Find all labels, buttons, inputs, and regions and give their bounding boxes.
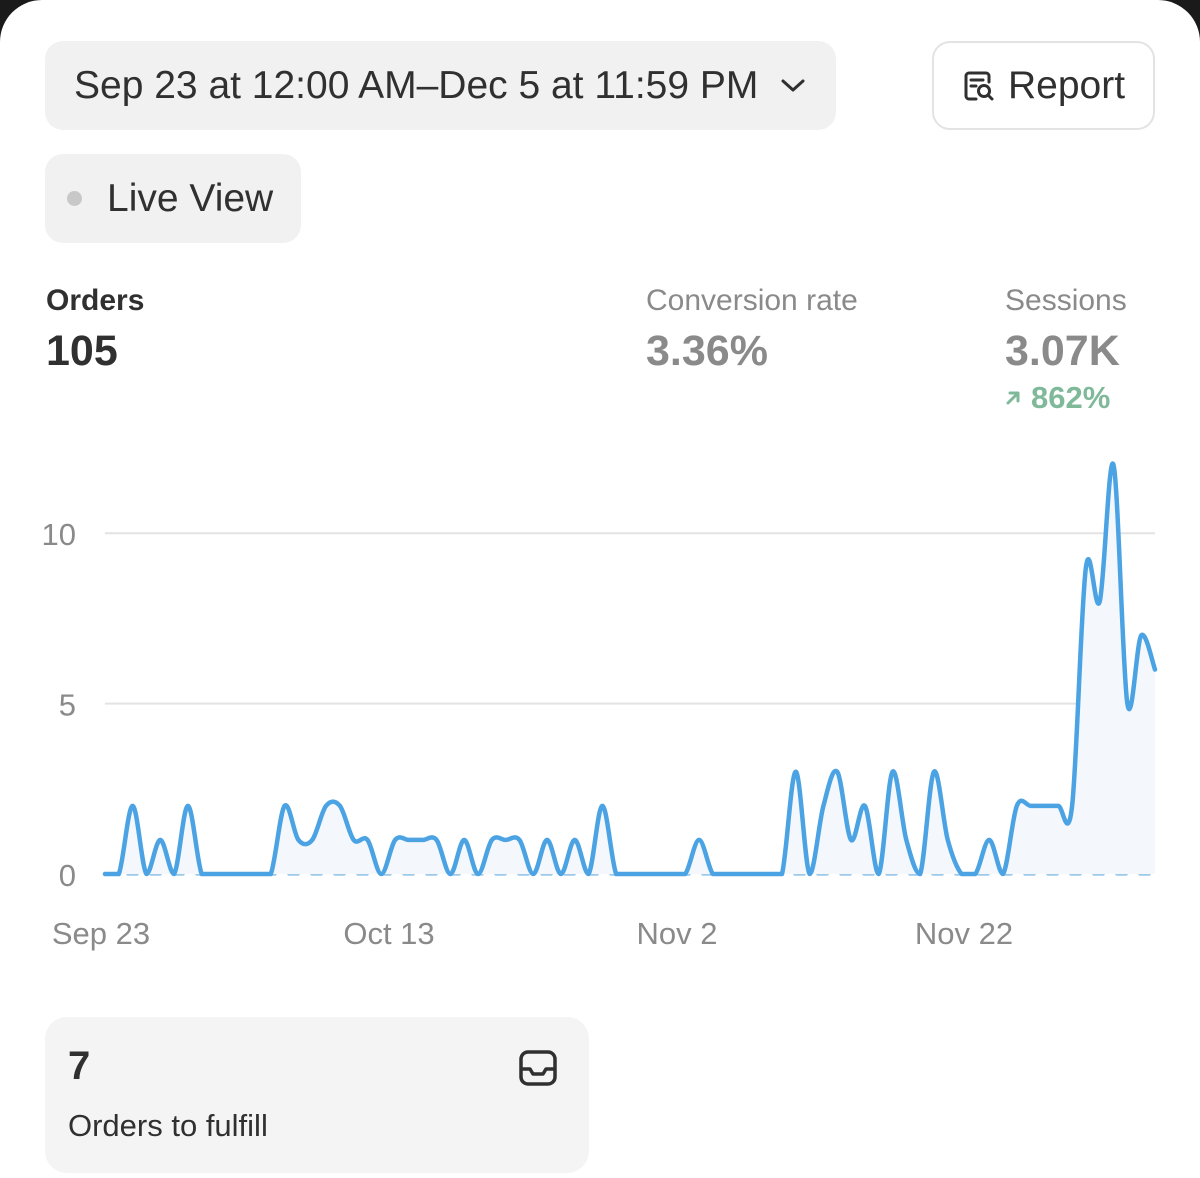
orders-to-fulfill-card[interactable]: 7 Orders to fulfill [45,1017,589,1173]
report-search-icon [962,69,996,103]
sessions-value: 3.07K [1005,327,1120,375]
arrow-up-right-icon [1005,390,1021,406]
chevron-down-icon [780,78,806,94]
x-tick-label: Nov 2 [637,916,718,951]
metric-sessions[interactable]: Sessions [1005,284,1127,317]
live-view-button[interactable]: Live View [45,154,301,243]
date-range-picker[interactable]: Sep 23 at 12:00 AM–Dec 5 at 11:59 PM [45,41,836,130]
x-tick-label: Nov 22 [915,916,1013,951]
x-tick-label: Sep 23 [52,916,150,951]
metric-conversion-rate[interactable]: Conversion rate [646,284,858,317]
live-status-dot [67,191,82,206]
x-tick-label: Oct 13 [343,916,434,951]
y-tick-label: 10 [42,517,76,552]
orders-value: 105 [46,327,118,375]
sessions-change-value: 862% [1031,380,1111,415]
y-tick-label: 5 [59,688,76,723]
sessions-change: 862% [1005,380,1110,416]
series-area [105,463,1155,874]
orders-chart[interactable]: 0 5 10 Sep 23 Oct 13 Nov 2 Nov 22 [0,440,1200,980]
conversion-rate-value: 3.36% [646,327,768,375]
fulfill-count: 7 [68,1044,91,1088]
metric-orders[interactable]: Orders [46,284,145,317]
date-range-label: Sep 23 at 12:00 AM–Dec 5 at 11:59 PM [74,63,759,107]
report-label: Report [1007,63,1126,107]
fulfill-label: Orders to fulfill [68,1108,268,1143]
y-tick-label: 0 [59,858,76,893]
report-button[interactable]: Report [932,41,1155,130]
series-line [102,461,1158,877]
live-view-label: Live View [107,176,274,220]
inbox-icon [517,1047,559,1094]
